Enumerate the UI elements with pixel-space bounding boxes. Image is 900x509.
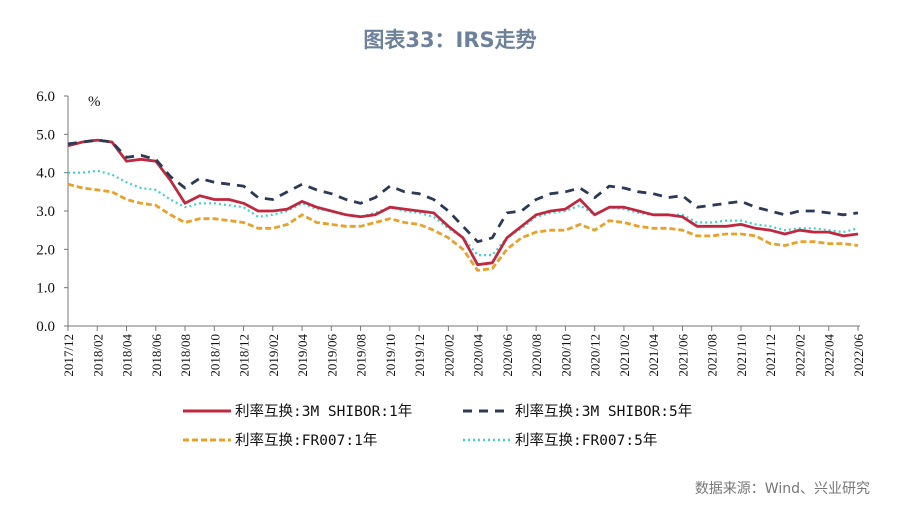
x-tick-label: 2019/10 xyxy=(383,334,398,377)
x-tick-label: 2019/02 xyxy=(266,334,281,377)
x-tick-label: 2019/08 xyxy=(354,334,369,377)
y-tick-label: 3.0 xyxy=(36,204,55,220)
x-tick-label: 2019/04 xyxy=(295,334,310,377)
x-tick-label: 2017/12 xyxy=(61,334,76,377)
series-line-solid xyxy=(67,138,859,267)
legend-item-shibor-1y: 利率互换:3M SHIBOR:1年 xyxy=(183,400,412,421)
series-line-dash xyxy=(67,138,859,244)
x-tick-label: 2021/06 xyxy=(675,334,690,377)
legend-item-fr007-1y: 利率互换:FR007:1年 xyxy=(183,429,377,450)
legend-item-fr007-5y: 利率互换:FR007:5年 xyxy=(463,429,657,450)
y-tick-label: 0.0 xyxy=(36,319,55,335)
x-tick-label: 2020/08 xyxy=(529,334,544,377)
x-tick-label: 2021/08 xyxy=(705,334,720,377)
x-tick-label: 2018/02 xyxy=(90,334,105,377)
x-tick-label: 2020/04 xyxy=(471,334,486,377)
line-chart: 0.0 1.0 2.0 3.0 4.0 5.0 6.0 % 2017/12 2018/02 2018… xyxy=(36,89,866,377)
x-tick-label: 2018/10 xyxy=(207,334,222,377)
x-tick-label: 2019/06 xyxy=(324,334,339,377)
x-tick-label: 2018/06 xyxy=(149,334,164,377)
x-tick-label: 2020/10 xyxy=(558,334,573,377)
x-tick-label: 2021/10 xyxy=(734,334,749,377)
x-tick-label: 2022/06 xyxy=(851,334,866,377)
legend-swatch-solid xyxy=(183,409,231,412)
y-tick-label: 1.0 xyxy=(36,281,55,297)
x-tick-label: 2021/02 xyxy=(617,334,632,377)
x-tick-label: 2019/12 xyxy=(412,334,427,377)
x-tick-label: 2020/12 xyxy=(588,334,603,377)
x-tick-label: 2021/04 xyxy=(646,334,661,377)
x-tick-label: 2020/02 xyxy=(441,334,456,377)
y-unit-label: % xyxy=(88,94,101,110)
legend-item-shibor-5y: 利率互换:3M SHIBOR:5年 xyxy=(463,400,692,421)
chart-title: 图表33：IRS走势 xyxy=(363,28,537,52)
legend-label: 利率互换:FR007:5年 xyxy=(515,433,658,449)
y-tick-label: 5.0 xyxy=(36,127,55,143)
y-tick-label: 2.0 xyxy=(36,242,55,258)
series-line-dot xyxy=(68,169,859,257)
legend-label: 利率互换:3M SHIBOR:5年 xyxy=(515,404,693,420)
legend-label: 利率互换:FR007:1年 xyxy=(235,433,378,449)
legend-swatch-dot xyxy=(463,438,511,441)
x-tick-label: 2020/06 xyxy=(500,334,515,377)
series-line-shortdash xyxy=(67,182,859,272)
x-tick-label: 2018/12 xyxy=(237,334,252,377)
legend-swatch-dash xyxy=(463,409,511,412)
legend-swatch-shortdash xyxy=(183,438,231,441)
x-tick-label: 2021/12 xyxy=(763,334,778,377)
x-tick-label: 2022/04 xyxy=(822,334,837,377)
x-tick-label: 2018/04 xyxy=(120,334,135,377)
x-tick-label: 2018/08 xyxy=(178,334,193,377)
legend-label: 利率互换:3M SHIBOR:1年 xyxy=(235,404,413,420)
source-note: 数据来源：Wind、兴业研究 xyxy=(694,481,870,497)
y-tick-label: 4.0 xyxy=(36,166,55,182)
x-tick-label: 2022/02 xyxy=(792,334,807,377)
y-tick-label: 6.0 xyxy=(36,89,55,105)
